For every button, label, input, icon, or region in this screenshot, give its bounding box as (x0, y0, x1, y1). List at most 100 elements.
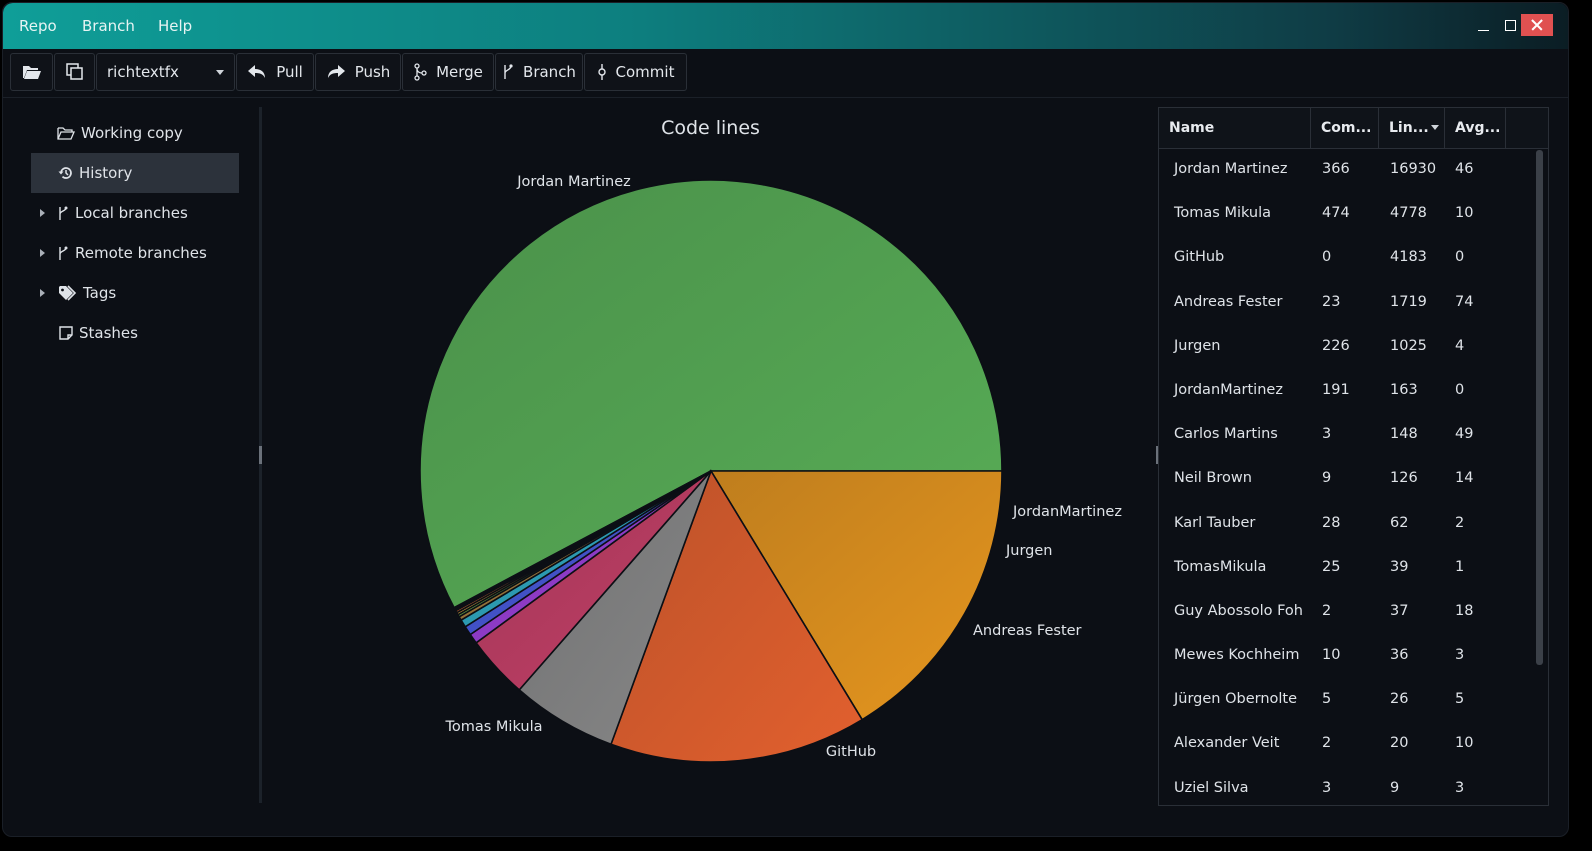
cell-lines: 148 (1390, 426, 1418, 443)
menu-repo[interactable]: Repo (19, 17, 57, 35)
sidebar-splitter-grip[interactable] (259, 446, 262, 464)
expand-arrow-icon[interactable] (40, 209, 45, 217)
pie-slice[interactable] (419, 179, 1003, 609)
cell-commits: 2 (1322, 735, 1332, 752)
close-button[interactable] (1521, 14, 1553, 36)
pie-slice[interactable] (709, 470, 1003, 721)
cell-avg: 46 (1455, 161, 1474, 177)
table-row[interactable]: Jürgen Obernolte 5 26 5 (1159, 679, 1548, 723)
expand-arrow-icon[interactable] (40, 289, 45, 297)
toolbar: richtextfx Pull Push Merge Branch Commit (3, 49, 1568, 98)
pull-button[interactable]: Pull (236, 53, 314, 91)
pie-slice[interactable] (452, 470, 712, 610)
cell-commits: 25 (1322, 558, 1341, 575)
cell-name: Guy Abossolo Foh (1174, 602, 1303, 619)
column-header-lines[interactable]: Lin... (1379, 108, 1445, 148)
menu-help[interactable]: Help (158, 17, 193, 35)
slice-label: Jurgen (1005, 543, 1053, 559)
table-row[interactable]: JordanMartinez 191 163 0 (1159, 370, 1548, 414)
cell-commits: 3 (1322, 779, 1332, 796)
table-row[interactable]: Jordan Martinez 366 16930 46 (1159, 149, 1548, 193)
table-row[interactable]: Tomas Mikula 474 4778 10 (1159, 193, 1548, 237)
slice-label: Andreas Fester (973, 623, 1082, 639)
cell-lines: 126 (1390, 470, 1418, 487)
slice-label: JordanMartinez (1012, 504, 1122, 520)
maximize-button[interactable] (1499, 14, 1521, 36)
column-header-commits[interactable]: Com... (1311, 108, 1379, 148)
pie-slice[interactable] (609, 469, 864, 763)
minimize-button[interactable] (1473, 14, 1495, 36)
table-row[interactable]: Mewes Kochheim 10 36 3 (1159, 635, 1548, 679)
sidebar-item-label: Tags (83, 284, 117, 302)
cell-commits: 10 (1322, 647, 1341, 664)
table-row[interactable]: Karl Tauber 28 62 2 (1159, 503, 1548, 547)
cell-lines: 20 (1390, 735, 1409, 752)
cell-avg: 2 (1455, 514, 1465, 531)
sidebar-item-history[interactable]: History (31, 153, 239, 193)
cell-lines: 9 (1390, 779, 1400, 796)
commit-label: Commit (615, 63, 675, 81)
commit-button[interactable]: Commit (584, 53, 687, 91)
branch-icon (57, 245, 69, 262)
table-row[interactable]: Guy Abossolo Foh 2 37 18 (1159, 591, 1548, 635)
cell-commits: 5 (1322, 691, 1332, 708)
cell-avg: 3 (1455, 647, 1465, 664)
table-row[interactable]: GitHub 0 4183 0 (1159, 237, 1548, 281)
table-row[interactable]: Alexander Veit 2 20 10 (1159, 723, 1548, 767)
slice-label: GitHub (826, 744, 876, 760)
table-row[interactable]: Andreas Fester 23 1719 74 (1159, 282, 1548, 326)
tags-icon (58, 285, 78, 301)
pull-arrow-icon (248, 65, 266, 78)
expand-arrow-icon[interactable] (40, 249, 45, 257)
cell-commits: 2 (1322, 602, 1332, 619)
cell-name: JordanMartinez (1174, 381, 1283, 398)
cell-name: Alexander Veit (1174, 735, 1280, 752)
cell-lines: 4183 (1390, 249, 1427, 266)
app-window: Repo Branch Help richtextfx Pull Push Me… (2, 2, 1569, 837)
table-row[interactable]: Uziel Silva 3 9 3 (1159, 768, 1548, 805)
cell-name: Neil Brown (1174, 470, 1252, 487)
column-header-avg[interactable]: Avg... (1445, 108, 1506, 148)
branch-icon (504, 64, 513, 79)
chevron-down-icon (216, 69, 224, 75)
cell-name: Andreas Fester (1174, 293, 1283, 310)
table-header: Name Com... Lin... Avg... (1159, 108, 1548, 149)
cell-commits: 366 (1322, 161, 1350, 177)
branch-button[interactable]: Branch (495, 53, 583, 91)
sidebar-item-working-copy[interactable]: Working copy (31, 113, 239, 153)
cell-avg: 0 (1455, 249, 1465, 266)
author-stats-table: Name Com... Lin... Avg... Jordan Martine… (1158, 107, 1549, 806)
vertical-scrollbar[interactable] (1536, 150, 1543, 665)
table-body: Jordan Martinez 366 16930 46 Tomas Mikula 474… (1159, 149, 1548, 805)
table-row[interactable]: Neil Brown 9 126 14 (1159, 458, 1548, 502)
open-repo-button[interactable] (10, 53, 53, 91)
table-row[interactable]: Carlos Martins 3 148 49 (1159, 414, 1548, 458)
cell-avg: 10 (1455, 735, 1474, 752)
cell-avg: 3 (1455, 779, 1465, 796)
branch-label: Branch (523, 63, 576, 81)
sidebar-item-remote-branches[interactable]: Remote branches (31, 233, 239, 273)
sidebar-item-stashes[interactable]: Stashes (31, 313, 239, 353)
push-button[interactable]: Push (315, 53, 401, 91)
chart-title: Code lines (661, 117, 760, 139)
menu-branch[interactable]: Branch (82, 17, 135, 35)
copy-icon (65, 63, 83, 80)
sidebar-item-label: Working copy (81, 124, 183, 142)
table-row[interactable]: TomasMikula 25 39 1 (1159, 547, 1548, 591)
sidebar-item-local-branches[interactable]: Local branches (31, 193, 239, 233)
sort-desc-icon (1431, 125, 1439, 130)
repo-select[interactable]: richtextfx (96, 53, 235, 91)
table-splitter-grip[interactable] (1156, 446, 1159, 464)
cell-name: Uziel Silva (1174, 779, 1249, 796)
push-arrow-icon (327, 65, 345, 78)
sidebar-item-tags[interactable]: Tags (31, 273, 239, 313)
cell-lines: 39 (1390, 558, 1409, 575)
cell-lines: 16930 (1390, 161, 1437, 177)
merge-button[interactable]: Merge (402, 53, 494, 91)
clone-button[interactable] (54, 53, 95, 91)
table-row[interactable]: Jurgen 226 1025 4 (1159, 326, 1548, 370)
column-header-name[interactable]: Name (1159, 108, 1311, 148)
sidebar: Working copy History Local branches Remo… (31, 113, 239, 353)
pull-label: Pull (276, 63, 303, 81)
column-header-lines-label: Lin... (1389, 120, 1429, 136)
